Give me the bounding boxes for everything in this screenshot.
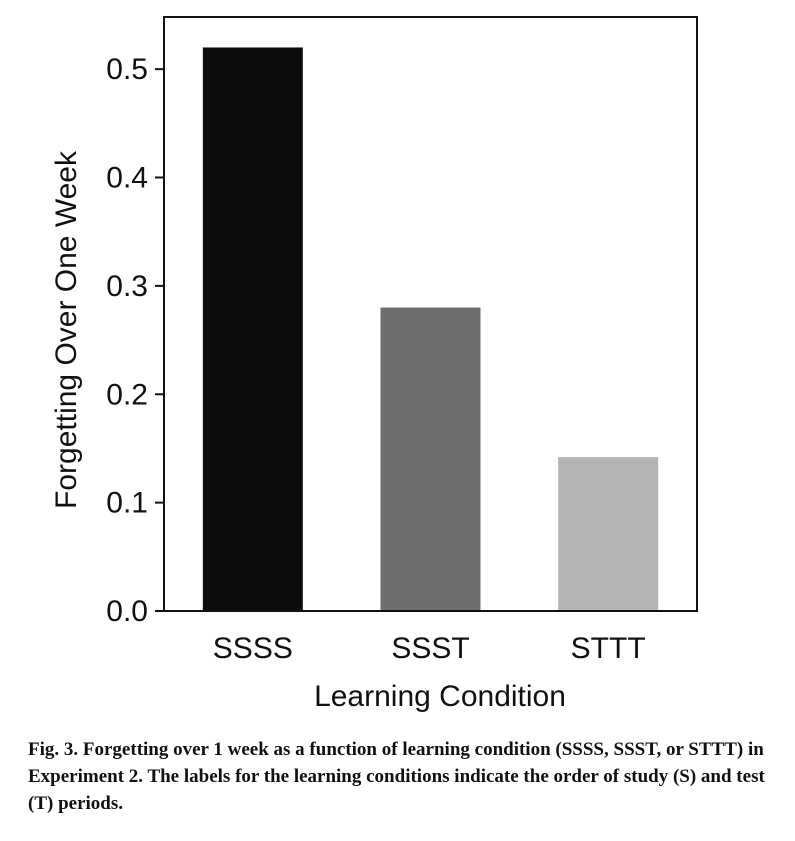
x-axis-title: Learning Condition	[314, 680, 566, 713]
bar-ssst	[380, 307, 481, 611]
bar-sttt	[558, 457, 659, 611]
plot-frame	[163, 16, 698, 612]
y-tick-label: 0.3	[106, 270, 148, 303]
x-tick-label-ssst: SSST	[391, 632, 469, 665]
y-tick-label: 0.4	[106, 162, 148, 195]
caption-text: Forgetting over 1 week as a function of …	[28, 739, 765, 814]
caption-label: Fig. 3.	[28, 739, 79, 760]
figure: 0.0 0.1 0.2 0.3 0.4 0.5 SSSS SSST STTT Learning…	[50, 16, 698, 713]
y-tick-label: 0.2	[106, 378, 148, 411]
y-tick-label: 0.1	[106, 487, 148, 520]
y-axis-title: Forgetting Over One Week	[50, 150, 83, 509]
bars	[202, 47, 659, 612]
bar-ssss	[202, 47, 303, 612]
x-tick-label-sttt: STTT	[571, 632, 646, 665]
x-tick-label-ssss: SSSS	[213, 632, 293, 665]
bar-chart: 0.0 0.1 0.2 0.3 0.4 0.5 SSSS SSST STTT Learning…	[50, 16, 698, 713]
y-tick-label: 0.5	[106, 53, 148, 86]
x-tick-labels: SSSS SSST STTT	[213, 632, 646, 665]
y-tick-label: 0.0	[106, 595, 148, 628]
y-ticks: 0.0 0.1 0.2 0.3 0.4 0.5	[106, 53, 164, 628]
figure-caption: Fig. 3. Forgetting over 1 week as a func…	[28, 736, 768, 817]
